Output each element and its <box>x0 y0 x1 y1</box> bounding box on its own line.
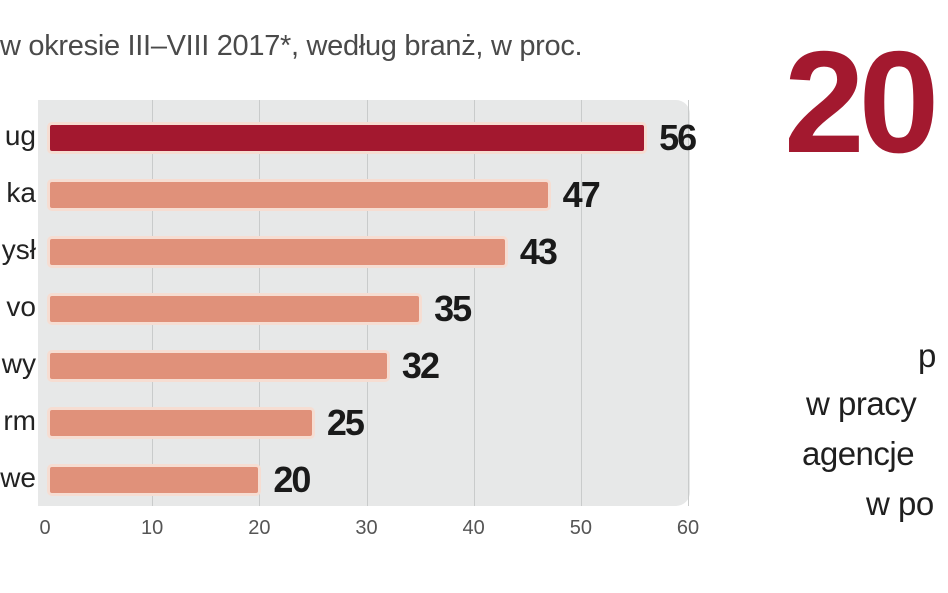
bar <box>47 464 262 496</box>
gridline <box>688 100 689 506</box>
bar <box>47 293 423 325</box>
value-label: 56 <box>659 117 697 158</box>
value-label: 25 <box>326 402 365 443</box>
side-text-line-3: agencje <box>802 435 915 472</box>
x-tick-label: 60 <box>676 517 700 539</box>
bar <box>47 350 390 382</box>
bar <box>47 122 648 154</box>
category-label: ug <box>4 120 36 151</box>
category-label: vo <box>6 291 36 322</box>
x-tick-label: 30 <box>355 517 378 539</box>
value-label: 32 <box>401 345 440 386</box>
category-label: ysł <box>1 234 36 265</box>
gridline <box>580 100 582 506</box>
x-tick-label: 0 <box>39 517 51 539</box>
bar <box>47 407 315 439</box>
value-label: 47 <box>562 174 601 215</box>
side-text-line-1: p <box>918 337 936 374</box>
side-text-line-2: w pracy <box>806 385 917 422</box>
big-number: 20 <box>784 21 939 183</box>
value-label: 20 <box>273 459 311 500</box>
x-tick-label: 50 <box>569 517 592 539</box>
x-tick-label: 20 <box>248 517 271 539</box>
value-label: 35 <box>434 288 472 329</box>
category-label: wy <box>1 348 36 379</box>
bar <box>47 179 551 211</box>
category-label: we <box>0 462 36 493</box>
x-tick-label: 10 <box>141 517 164 539</box>
bar <box>47 236 508 268</box>
gridline <box>473 100 475 506</box>
value-label: 43 <box>519 231 558 272</box>
side-text-line-4: w po <box>866 485 934 522</box>
x-tick-label: 40 <box>462 517 485 539</box>
category-label: ka <box>6 177 36 208</box>
chart-title: w okresie III–VIII 2017*, według branż, … <box>0 30 583 62</box>
category-label: rm <box>3 405 36 436</box>
